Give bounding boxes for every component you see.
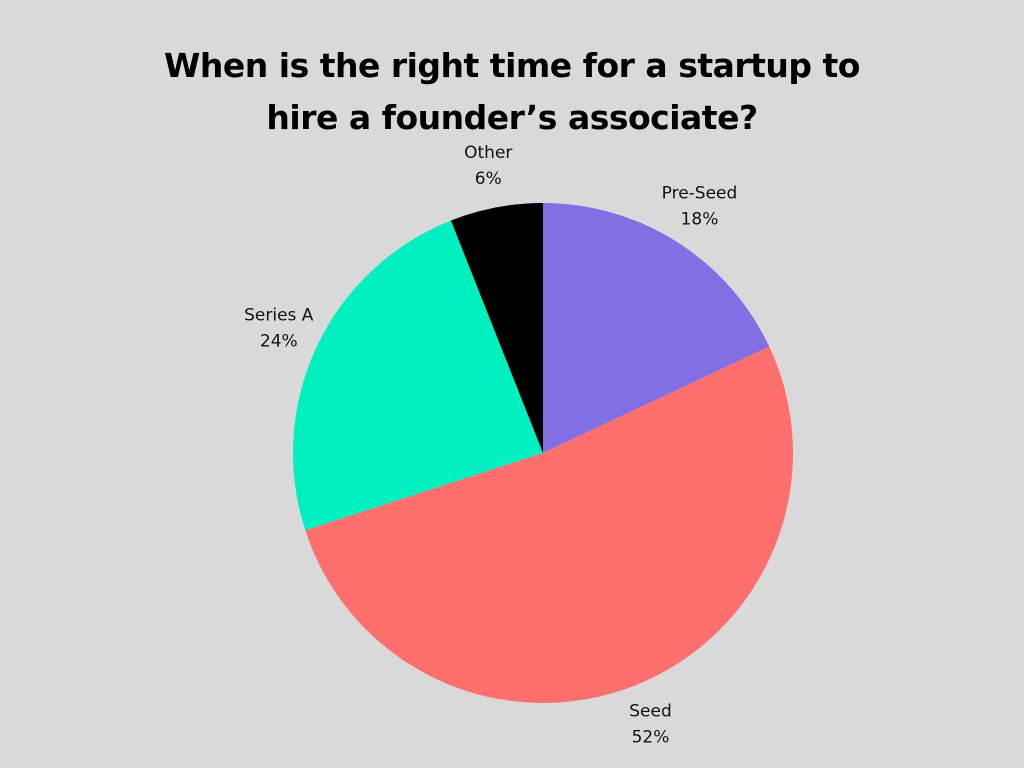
slice-value-label: 24%	[260, 332, 298, 352]
chart-title: When is the right time for a startup to …	[164, 46, 860, 137]
slice-label: Seed	[629, 701, 672, 721]
pie-slice	[543, 203, 770, 453]
pie-slice	[305, 346, 793, 703]
slice-label: Other	[464, 143, 512, 163]
slice-value-label: 6%	[475, 169, 502, 189]
slice-value-label: 18%	[681, 209, 719, 229]
slice-label: Pre-Seed	[662, 183, 738, 203]
pie-slice	[450, 203, 543, 453]
slice-label: Series A	[244, 306, 314, 326]
pie-slice	[293, 220, 543, 531]
slice-value-label: 52%	[632, 727, 670, 747]
